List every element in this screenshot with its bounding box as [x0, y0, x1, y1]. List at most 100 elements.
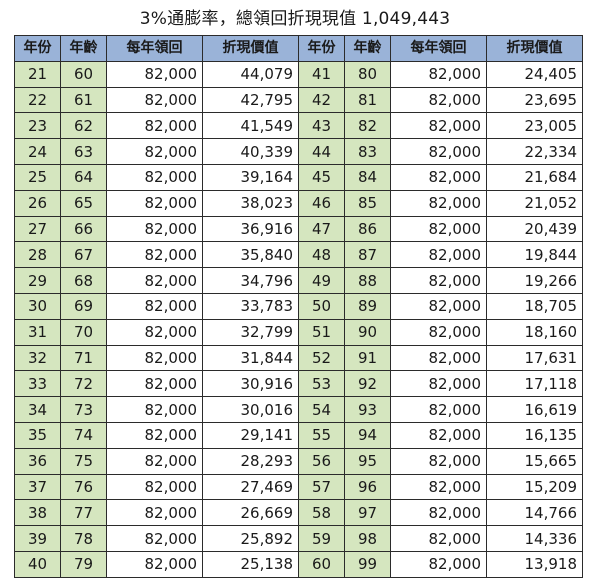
annual-receive-cell: 82,000	[390, 473, 487, 501]
year-cell: 46	[298, 189, 345, 217]
annual-receive-cell: 82,000	[106, 112, 203, 140]
age-cell: 74	[60, 421, 107, 449]
present-value-cell: 25,892	[202, 525, 299, 552]
age-cell: 81	[344, 86, 391, 114]
table-body: 21 60 82,000 44,079 41 80 82,000 24,405 22 61 82,0…	[14, 60, 583, 578]
year-cell: 47	[298, 215, 345, 243]
age-cell: 60	[60, 60, 107, 88]
year-cell: 56	[298, 447, 345, 475]
present-value-cell: 26,669	[202, 499, 299, 527]
year-cell: 33	[14, 370, 61, 398]
present-value-cell: 17,118	[486, 370, 583, 398]
age-cell: 99	[344, 550, 391, 578]
age-cell: 78	[60, 525, 107, 552]
annual-receive-cell: 82,000	[106, 550, 203, 578]
annual-receive-cell: 82,000	[106, 447, 203, 475]
table-row: 36 75 82,000 28,293 56 95 82,000 15,665	[14, 447, 583, 475]
present-value-cell: 25,138	[202, 550, 299, 578]
age-cell: 75	[60, 447, 107, 475]
annual-receive-cell: 82,000	[106, 473, 203, 501]
present-value-cell: 18,160	[486, 318, 583, 346]
age-cell: 79	[60, 550, 107, 578]
year-cell: 51	[298, 318, 345, 346]
table-row: 32 71 82,000 31,844 52 91 82,000 17,631	[14, 344, 583, 372]
present-value-cell: 40,339	[202, 138, 299, 165]
age-cell: 76	[60, 473, 107, 501]
age-cell: 89	[344, 292, 391, 320]
present-value-cell: 22,334	[486, 138, 583, 165]
year-cell: 35	[14, 421, 61, 449]
age-cell: 86	[344, 215, 391, 243]
year-cell: 43	[298, 112, 345, 140]
age-cell: 64	[60, 163, 107, 191]
present-value-cell: 34,796	[202, 267, 299, 294]
annual-receive-cell: 82,000	[106, 241, 203, 269]
year-cell: 41	[298, 60, 345, 88]
year-cell: 22	[14, 86, 61, 114]
present-value-cell: 20,439	[486, 215, 583, 243]
year-cell: 53	[298, 370, 345, 398]
table-row: 39 78 82,000 25,892 59 98 82,000 14,336	[14, 525, 583, 552]
table-row: 28 67 82,000 35,840 48 87 82,000 19,844	[14, 241, 583, 269]
age-cell: 94	[344, 421, 391, 449]
table-row: 33 72 82,000 30,916 53 92 82,000 17,118	[14, 370, 583, 398]
age-cell: 65	[60, 189, 107, 217]
year-cell: 52	[298, 344, 345, 372]
present-value-cell: 32,799	[202, 318, 299, 346]
year-cell: 50	[298, 292, 345, 320]
present-value-cell: 15,665	[486, 447, 583, 475]
age-cell: 87	[344, 241, 391, 269]
age-cell: 88	[344, 267, 391, 294]
table-row: 35 74 82,000 29,141 55 94 82,000 16,135	[14, 421, 583, 449]
year-cell: 21	[14, 60, 61, 88]
year-cell: 40	[14, 550, 61, 578]
year-cell: 37	[14, 473, 61, 501]
header-annual-receive: 每年領回	[390, 35, 487, 62]
age-cell: 73	[60, 396, 107, 423]
table-row: 37 76 82,000 27,469 57 96 82,000 15,209	[14, 473, 583, 501]
annual-receive-cell: 82,000	[106, 421, 203, 449]
present-value-cell: 31,844	[202, 344, 299, 372]
present-value-cell: 38,023	[202, 189, 299, 217]
present-value-cell: 35,840	[202, 241, 299, 269]
header-present-value: 折現價值	[486, 35, 583, 62]
annual-receive-cell: 82,000	[390, 241, 487, 269]
age-cell: 80	[344, 60, 391, 88]
age-cell: 83	[344, 138, 391, 165]
table-row: 22 61 82,000 42,795 42 81 82,000 23,695	[14, 86, 583, 114]
present-value-cell: 23,695	[486, 86, 583, 114]
present-value-cell: 18,705	[486, 292, 583, 320]
annual-receive-cell: 82,000	[390, 215, 487, 243]
present-value-cell: 16,619	[486, 396, 583, 423]
table-row: 26 65 82,000 38,023 46 85 82,000 21,052	[14, 189, 583, 217]
header-age: 年齡	[344, 35, 391, 62]
table-row: 27 66 82,000 36,916 47 86 82,000 20,439	[14, 215, 583, 243]
annual-receive-cell: 82,000	[390, 525, 487, 552]
header-annual-receive: 每年領回	[106, 35, 203, 62]
annual-receive-cell: 82,000	[106, 396, 203, 423]
year-cell: 59	[298, 525, 345, 552]
age-cell: 95	[344, 447, 391, 475]
year-cell: 58	[298, 499, 345, 527]
year-cell: 60	[298, 550, 345, 578]
annual-receive-cell: 82,000	[390, 267, 487, 294]
annual-receive-cell: 82,000	[390, 499, 487, 527]
present-value-table: 年份 年齡 每年領回 折現價值 年份 年齡 每年領回 折現價值 21 60 82,0…	[14, 35, 583, 578]
age-cell: 70	[60, 318, 107, 346]
present-value-cell: 19,266	[486, 267, 583, 294]
age-cell: 91	[344, 344, 391, 372]
annual-receive-cell: 82,000	[390, 86, 487, 114]
present-value-cell: 29,141	[202, 421, 299, 449]
age-cell: 85	[344, 189, 391, 217]
annual-receive-cell: 82,000	[390, 138, 487, 165]
present-value-cell: 30,916	[202, 370, 299, 398]
annual-receive-cell: 82,000	[106, 499, 203, 527]
annual-receive-cell: 82,000	[390, 318, 487, 346]
annual-receive-cell: 82,000	[390, 60, 487, 88]
annual-receive-cell: 82,000	[390, 447, 487, 475]
year-cell: 27	[14, 215, 61, 243]
age-cell: 62	[60, 112, 107, 140]
present-value-cell: 19,844	[486, 241, 583, 269]
year-cell: 29	[14, 267, 61, 294]
year-cell: 55	[298, 421, 345, 449]
